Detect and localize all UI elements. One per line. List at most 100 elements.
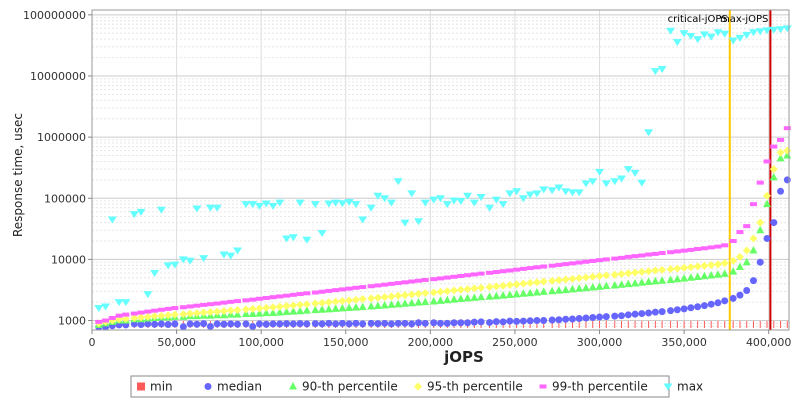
x-tick-label: 350,000 xyxy=(661,336,707,349)
data-point xyxy=(421,297,430,306)
data-point xyxy=(233,299,241,304)
data-point xyxy=(611,312,619,320)
x-tick-label: 200,000 xyxy=(408,336,454,349)
legend-label: max xyxy=(677,380,703,394)
data-point xyxy=(611,256,619,261)
data-point xyxy=(464,319,472,327)
data-point xyxy=(381,282,389,287)
data-point xyxy=(470,284,479,293)
data-point xyxy=(645,309,653,317)
data-point xyxy=(276,294,284,299)
data-point xyxy=(777,137,785,142)
data-point xyxy=(631,254,639,259)
data-point xyxy=(532,288,541,296)
data-point xyxy=(414,298,423,306)
data-point xyxy=(526,288,535,297)
data-point xyxy=(157,311,166,320)
data-point xyxy=(408,320,416,328)
data-point xyxy=(574,189,584,197)
annotation-label: critical-jOPS xyxy=(668,14,728,25)
data-point xyxy=(602,271,611,280)
data-point xyxy=(512,280,521,289)
data-point xyxy=(470,293,479,301)
data-point xyxy=(713,29,723,37)
data-point xyxy=(200,302,208,307)
data-point xyxy=(289,292,297,297)
data-point xyxy=(743,224,751,229)
data-point xyxy=(324,200,334,208)
data-point xyxy=(436,195,445,203)
data-point xyxy=(261,200,271,208)
data-point xyxy=(505,281,514,290)
data-point xyxy=(421,319,429,327)
data-point xyxy=(699,31,709,39)
data-point xyxy=(442,201,452,209)
data-point xyxy=(687,247,695,252)
data-point xyxy=(525,191,535,199)
data-point xyxy=(179,305,187,310)
data-point xyxy=(713,260,722,269)
data-point xyxy=(658,308,666,316)
data-point xyxy=(220,300,228,305)
data-point xyxy=(443,287,452,296)
data-point xyxy=(351,295,360,304)
data-point xyxy=(506,268,514,273)
data-point xyxy=(700,302,708,310)
data-point xyxy=(213,307,222,316)
data-point xyxy=(450,295,459,303)
data-point xyxy=(756,180,764,185)
data-point xyxy=(387,320,395,328)
data-point xyxy=(581,180,591,188)
data-point xyxy=(262,320,270,328)
data-point xyxy=(193,320,201,328)
data-point xyxy=(121,314,130,323)
data-point xyxy=(248,309,257,317)
data-point xyxy=(121,299,131,307)
data-point xyxy=(219,307,228,316)
data-point xyxy=(457,319,465,327)
data-point xyxy=(380,301,389,309)
data-point xyxy=(387,281,395,286)
series-99-th-percentile xyxy=(95,126,791,324)
x-tick-label: 400,000 xyxy=(746,336,792,349)
y-tick-label: 10000000 xyxy=(30,70,86,83)
data-point xyxy=(492,318,500,326)
data-point xyxy=(700,246,708,251)
data-point xyxy=(568,315,576,323)
data-point xyxy=(651,276,660,285)
data-point xyxy=(720,30,730,38)
data-point xyxy=(617,175,627,183)
data-point xyxy=(136,208,146,216)
data-point xyxy=(463,293,472,302)
data-point xyxy=(477,271,485,276)
data-point xyxy=(170,310,179,319)
data-point xyxy=(332,288,340,293)
data-point xyxy=(720,269,729,277)
data-point xyxy=(706,33,716,41)
data-point xyxy=(624,269,633,278)
legend-marker xyxy=(539,384,547,389)
data-point xyxy=(358,302,367,311)
data-point xyxy=(491,196,501,204)
data-point xyxy=(186,320,194,328)
data-point xyxy=(610,281,619,289)
data-point xyxy=(302,306,311,314)
data-point xyxy=(393,178,403,186)
annotation-label: max-jOPS xyxy=(720,14,768,25)
data-point xyxy=(673,306,681,314)
data-point xyxy=(680,263,689,272)
data-point xyxy=(102,318,110,323)
data-point xyxy=(631,310,639,318)
data-point xyxy=(414,218,424,226)
x-axis-title: jOPS xyxy=(443,348,484,366)
data-point xyxy=(367,319,375,327)
y-tick-label: 100000 xyxy=(44,192,86,205)
data-point xyxy=(450,286,459,295)
data-point xyxy=(352,319,360,327)
data-point xyxy=(289,307,298,315)
data-point xyxy=(325,319,333,327)
data-point xyxy=(776,148,785,157)
data-point xyxy=(344,198,354,206)
data-point xyxy=(450,319,458,327)
